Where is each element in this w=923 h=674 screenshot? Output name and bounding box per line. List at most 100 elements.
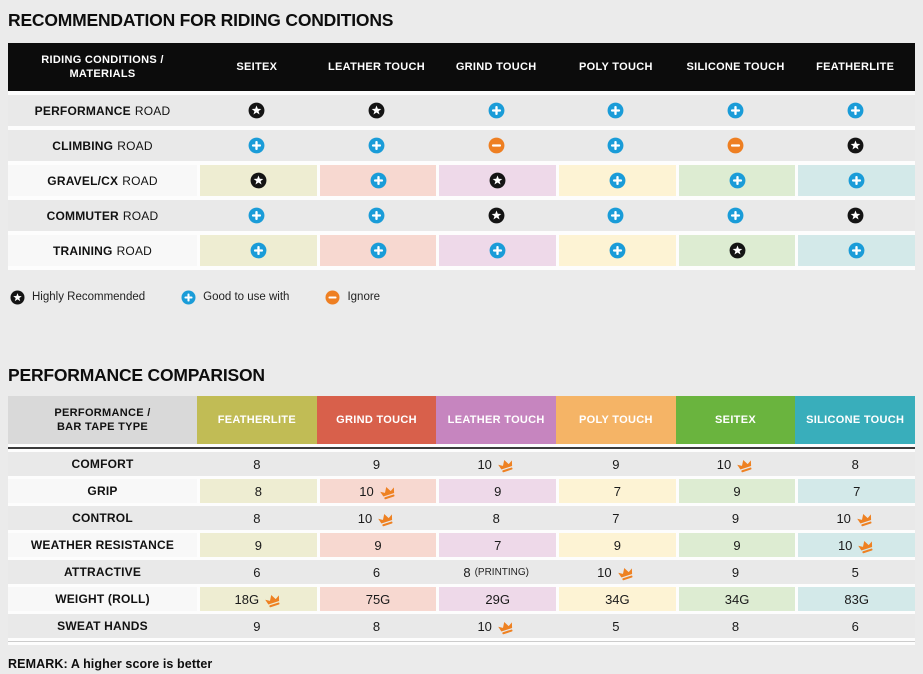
score-cell: 10	[316, 506, 437, 530]
rating-cell	[316, 95, 437, 126]
row-label: PERFORMANCE ROAD	[8, 95, 197, 126]
score-value: 34G	[605, 591, 630, 607]
rating-cell	[200, 235, 317, 266]
rating-cell	[798, 235, 916, 266]
column-header-silicone-touch: SILICONE TOUCH	[686, 61, 785, 73]
row-label-strong: CLIMBING	[52, 138, 114, 153]
score-value: 8	[253, 456, 261, 472]
score-cell: 34G	[559, 587, 676, 611]
score-cell: 9	[678, 479, 796, 503]
score-cell: 18G	[200, 587, 317, 611]
header-divider	[8, 447, 915, 449]
good-to-use-plus-icon	[181, 290, 196, 304]
score-value: 9	[494, 483, 502, 499]
score-value: 8	[731, 618, 740, 634]
row-label: SWEAT HANDS	[8, 614, 197, 638]
score-cell: 7	[556, 506, 676, 530]
score-cell: 9	[675, 506, 796, 530]
crown-best-icon	[858, 541, 873, 554]
legend-item-good-to-use-with: Good to use with	[181, 290, 289, 305]
rating-cell	[197, 200, 317, 231]
score-value: 10	[477, 618, 492, 634]
rating-cell	[319, 165, 437, 196]
legend-item-highly-recommended: Highly Recommended	[10, 290, 145, 305]
score-value: 6	[851, 618, 859, 634]
column-header-featherlite: FEATHERLITE	[816, 61, 895, 73]
score-cell: 10	[795, 506, 916, 530]
column-header-grind-touch: GRIND TOUCH	[455, 61, 537, 73]
score-cell: 10	[556, 560, 676, 584]
score-value: 9	[613, 537, 621, 553]
ignore-minus-icon	[727, 137, 744, 154]
score-cell: 10	[675, 452, 796, 476]
score-cell: 9	[559, 533, 676, 557]
performance-table-body: COMFORT 8 9 10 9 10 8 GRIP 8 10 9 7 9 7 CONTROL 8 10 8 7 9 1…	[8, 452, 916, 638]
rating-cell	[439, 235, 557, 266]
crown-best-icon	[498, 460, 513, 473]
score-cell: 7	[559, 479, 676, 503]
rating-cell	[556, 95, 676, 126]
score-cell: 9	[675, 560, 796, 584]
score-cell: 8	[675, 614, 796, 638]
good-to-use-plus-icon	[607, 207, 624, 224]
table-row-comfort: COMFORT 8 9 10 9 10 8	[8, 452, 916, 476]
score-value: 6	[372, 564, 381, 580]
score-value: 8	[372, 618, 381, 634]
score-note: (PRINTING)	[474, 566, 530, 578]
score-cell: 8	[316, 614, 437, 638]
highly-recommended-star-icon	[248, 102, 265, 119]
score-cell: 34G	[678, 587, 796, 611]
good-to-use-plus-icon	[727, 207, 744, 224]
row-label-suffix: ROAD	[117, 138, 153, 153]
row-label: COMFORT	[8, 452, 197, 476]
score-value: 34G	[724, 591, 750, 607]
score-value: 7	[494, 537, 502, 553]
good-to-use-plus-icon	[489, 242, 506, 259]
table-bottom-divider	[8, 641, 915, 642]
good-to-use-plus-icon	[848, 242, 865, 259]
row-label-strong: COMMUTER	[46, 208, 119, 223]
column-header-seitex: SEITEX	[236, 61, 278, 73]
score-value: 8	[492, 510, 500, 526]
score-cell: 9	[197, 614, 317, 638]
score-cell: 8	[200, 479, 317, 503]
row-label-suffix: ROAD	[134, 103, 171, 118]
score-cell: 8	[197, 506, 317, 530]
score-cell: 5	[795, 560, 916, 584]
riding-conditions-table-header: RIDING CONDITIONS / MATERIALS SEITEX LEAT…	[8, 43, 915, 91]
score-cell: 29G	[439, 587, 557, 611]
good-to-use-plus-icon	[607, 102, 624, 119]
row-label: CONTROL	[8, 506, 197, 530]
column-header-silicone-touch: SILICONE TOUCH	[795, 396, 916, 444]
row-label-suffix: ROAD	[116, 243, 153, 258]
score-value: 10	[357, 510, 373, 526]
table-row-commuter: COMMUTER ROAD	[8, 200, 916, 231]
score-value: 10	[716, 456, 732, 472]
score-value: 5	[851, 564, 859, 580]
row-label-suffix: ROAD	[122, 208, 159, 223]
score-value: 9	[731, 510, 740, 526]
rating-cell	[559, 235, 676, 266]
rating-cell	[559, 165, 676, 196]
score-cell: 9	[439, 479, 557, 503]
score-cell: 8 (PRINTING)	[436, 560, 557, 584]
crown-best-icon	[378, 514, 393, 527]
rating-cell	[556, 130, 676, 161]
score-value: 10	[359, 483, 374, 499]
row-label-suffix: ROAD	[122, 173, 158, 188]
score-value: 8	[254, 483, 262, 499]
score-value: 9	[733, 537, 741, 553]
good-to-use-plus-icon	[368, 137, 385, 154]
highly-recommended-star-icon	[847, 137, 864, 154]
table-row-sweat-hands: SWEAT HANDS 9 8 10 5 8 6	[8, 614, 916, 638]
good-to-use-plus-icon	[607, 137, 624, 154]
score-cell: 8	[197, 452, 317, 476]
good-to-use-plus-icon	[729, 172, 745, 189]
highly-recommended-star-icon	[489, 172, 506, 189]
row-label: CLIMBING ROAD	[8, 130, 197, 161]
table-row-climbing: CLIMBING ROAD	[8, 130, 916, 161]
crown-best-icon	[737, 460, 752, 473]
corner-header-line2: MATERIALS	[69, 68, 136, 80]
column-header-grind-touch: GRIND TOUCH	[316, 396, 437, 444]
score-cell: 8	[436, 506, 557, 530]
